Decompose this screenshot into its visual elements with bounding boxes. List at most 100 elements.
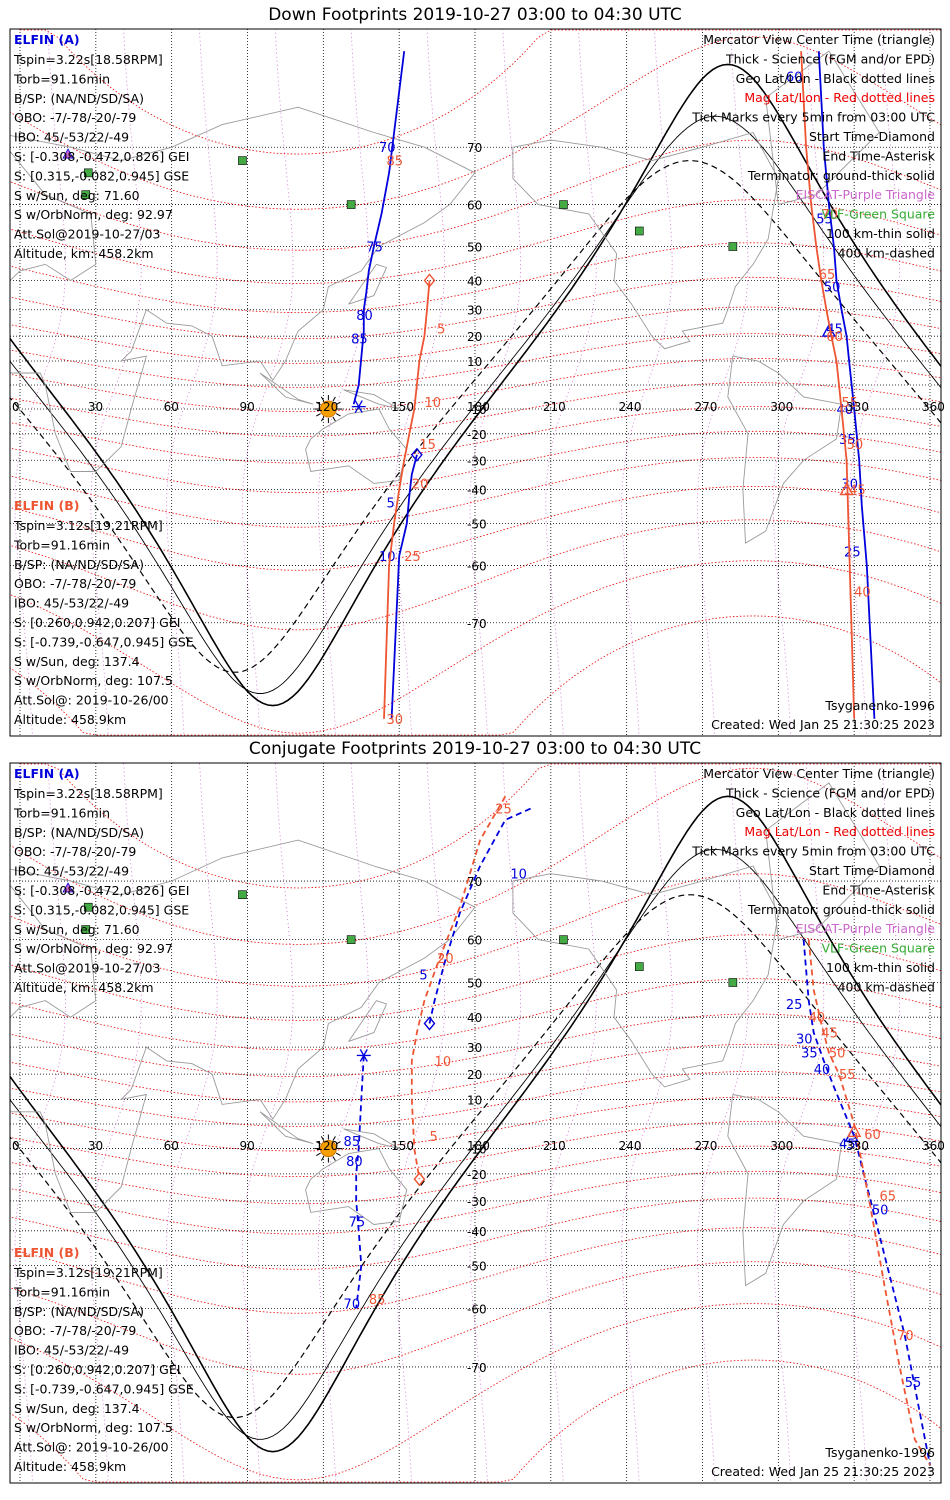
elfin-b-info-line: S w/OrbNorm, deg: 107.5 — [14, 1420, 173, 1435]
elfin-a-info-line: OBO: -7/-78/-20/-79 — [14, 844, 136, 859]
vlf-station-square — [83, 902, 93, 912]
vlf-station-square — [559, 935, 568, 944]
mag-lon-line — [166, 29, 218, 736]
tick-label: 10 — [379, 550, 396, 565]
mag-lon-line — [697, 763, 749, 1483]
legend-line: Thick - Science (FGM and/or EPD) — [725, 51, 935, 66]
tick-label: 25 — [404, 550, 421, 565]
mag-lat-line — [10, 978, 941, 1051]
elfin-a-info-line: S: [0.315,-0.082,0.945] GSE — [14, 902, 189, 917]
terminator-ground — [10, 63, 941, 707]
lat-tick-label: 30 — [467, 304, 482, 318]
lat-tick-label: 60 — [467, 199, 482, 213]
sun-ray — [320, 1156, 325, 1161]
legend-line: Thick - Science (FGM and/or EPD) — [725, 785, 935, 800]
asterisk-stroke — [359, 1049, 368, 1062]
lat-tick-label: 10 — [467, 1093, 482, 1107]
tick-label: 75 — [366, 241, 383, 256]
elfin-a-info-line: Tspin=3.22s[18.58RPM] — [13, 786, 163, 801]
sun-ray — [316, 1152, 321, 1156]
elfin-b-info-line: OBO: -7/-78/-20/-79 — [14, 1323, 136, 1338]
coastline — [10, 106, 476, 472]
created-label: Created: Wed Jan 25 21:30:25 2023 — [711, 1464, 935, 1479]
tick-label: 25 — [786, 998, 803, 1013]
tick-label: 20 — [412, 477, 429, 492]
coastline — [512, 865, 779, 1088]
track-segment — [390, 454, 418, 719]
sun-disc — [319, 1140, 337, 1158]
sun-ray — [332, 1156, 336, 1161]
track-segment — [802, 939, 931, 1466]
tick-label: 60 — [786, 70, 803, 85]
terminator-400km — [10, 894, 941, 1419]
track-segment — [410, 795, 507, 1180]
elfin-a-info-line: B/SP: (NA/ND/SD/SA) — [14, 825, 144, 840]
lat-tick-label: 30 — [467, 1041, 482, 1055]
lon-tick-label: 90 — [240, 1139, 255, 1153]
lon-tick-label: 60 — [164, 1139, 179, 1153]
elfin-b-info-line: S: [-0.739,-0.647,0.945] GSE — [14, 1381, 194, 1396]
lat-tick-label: 70 — [467, 875, 482, 889]
terminator-400km — [10, 160, 941, 673]
tick-label: 30 — [796, 1032, 813, 1047]
elfin-b-info-line: S w/Sun, deg: 137.4 — [14, 1401, 140, 1416]
legend-line: End Time-Asterisk — [822, 882, 935, 897]
down-footprints-title: Down Footprints 2019-10-27 03:00 to 04:3… — [268, 5, 682, 25]
tick-label: 5 — [387, 496, 395, 511]
lon-tick-label: 0 — [12, 400, 20, 414]
elfin-a-info-line: IBO: 45/-53/22/-49 — [14, 130, 129, 145]
sun-icon — [314, 1134, 343, 1163]
tick-label: 50 — [847, 438, 864, 453]
lon-tick-label: 210 — [543, 400, 566, 414]
elfin-a-info-line: Torb=91.16min — [13, 71, 110, 86]
model-label: Tsyganenko-1996 — [824, 1445, 935, 1460]
lon-tick-label: 180 — [467, 1139, 490, 1153]
mag-lat-line — [10, 358, 941, 412]
start-diamond — [413, 1172, 426, 1187]
mag-lat-line — [10, 242, 941, 313]
coastline — [765, 782, 880, 941]
terminator-ground — [10, 795, 941, 1453]
elfin-a-info-line: Altitude, km: 458.2km — [14, 246, 154, 261]
legend-line: Tick Marks every 5min from 03:00 UTC — [691, 110, 935, 125]
elfin-a-info-line: S w/OrbNorm, deg: 92.97 — [14, 207, 173, 222]
lon-tick-label: 270 — [695, 1139, 718, 1153]
tick-label: 55 — [839, 1068, 856, 1083]
tick-label: 80 — [356, 309, 373, 324]
lat-tick-label: 60 — [467, 934, 482, 948]
elfin-a-info-line: S w/Sun, deg: 71.60 — [14, 922, 140, 937]
lon-tick-label: 300 — [770, 1139, 793, 1153]
elfin-b-info-line: Altitude: 458.9km — [14, 712, 126, 727]
lat-tick-label: -50 — [467, 517, 487, 531]
elfin-b-info-line: B/SP: (NA/ND/SD/SA) — [14, 1304, 144, 1319]
vlf-station-square — [559, 200, 568, 209]
tick-label: 5 — [419, 969, 427, 984]
elfin-a-info-line: S w/Sun, deg: 71.60 — [14, 188, 140, 203]
lon-tick-label: 30 — [88, 1139, 103, 1153]
mag-lat-line — [20, 29, 941, 155]
lon-tick-label: 240 — [619, 400, 642, 414]
mag-lon-line — [848, 763, 901, 1483]
legend-line: EISCAT-Purple Triangle — [796, 921, 936, 936]
track-segment — [352, 51, 406, 405]
lon-tick-label: 60 — [164, 400, 179, 414]
lat-tick-label: -60 — [467, 559, 487, 573]
mag-lat-line — [10, 1359, 941, 1483]
mag-lat-line — [10, 333, 941, 388]
mag-lat-line — [10, 485, 941, 571]
tick-label: 35 — [801, 1047, 818, 1062]
mag-lon-line — [317, 763, 370, 1483]
tick-label: 60 — [864, 1128, 881, 1143]
lon-tick-label: 90 — [240, 400, 255, 414]
mag-lon-line — [621, 29, 673, 736]
elfin-a-info-line: S w/OrbNorm, deg: 92.97 — [14, 941, 173, 956]
lat-tick-label: -20 — [467, 1168, 487, 1182]
tick-label: 40 — [814, 1063, 831, 1078]
tick-label: 40 — [854, 585, 871, 600]
track-segment — [355, 1055, 365, 1309]
mag-lon-line — [469, 763, 521, 1483]
elfin-b-info-line: S w/Sun, deg: 137.4 — [14, 654, 140, 669]
tick-label: 10 — [435, 1055, 452, 1070]
lat-tick-label: -70 — [467, 617, 487, 631]
